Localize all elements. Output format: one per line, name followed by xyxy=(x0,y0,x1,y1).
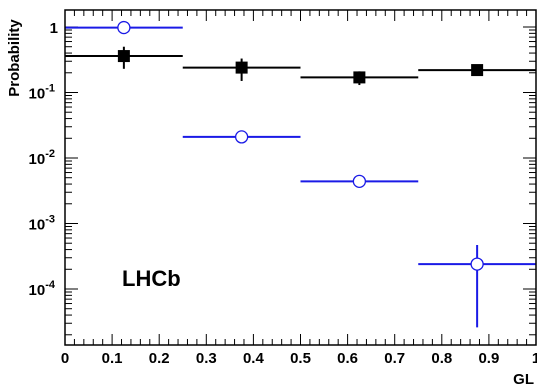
data-point-square xyxy=(235,61,248,74)
y-tick-label: 10-2 xyxy=(29,148,55,168)
data-point-square xyxy=(471,64,484,77)
x-tick-label: 0.3 xyxy=(196,350,217,367)
x-tick-label: 0.1 xyxy=(102,350,123,367)
x-tick-label: 0.2 xyxy=(149,350,170,367)
x-tick-label: 0.7 xyxy=(384,350,405,367)
x-axis-label: GL xyxy=(513,371,534,388)
data-point-circle xyxy=(234,130,249,144)
x-tick-label: 0.5 xyxy=(290,350,311,367)
x-tick-label: 1 xyxy=(532,350,537,367)
y-tick-label: 10-4 xyxy=(29,279,56,299)
y-axis-label: Probability xyxy=(6,19,23,97)
x-tick-label: 0.8 xyxy=(431,350,452,367)
y-tick-label: 10-3 xyxy=(29,214,55,234)
plot-frame xyxy=(64,9,537,346)
y-tick-label: 10-1 xyxy=(29,83,55,103)
axis-ticks xyxy=(64,10,537,345)
x-tick-label: 0.6 xyxy=(337,350,358,367)
x-tick-label: 0.9 xyxy=(478,350,499,367)
x-tick-label: 0 xyxy=(61,350,69,367)
tick-labels: 0 0.1 0.2 0.3 0.4 0.5 0.6 0.7 0.8 0.9 1 1 10-1 10-2 10… xyxy=(29,20,537,367)
data-point-circle xyxy=(117,20,131,35)
x-tick-label: 0.4 xyxy=(243,350,265,367)
data-point-circle xyxy=(470,257,484,271)
lhcb-label: LHCb xyxy=(122,266,181,291)
data-point-circle xyxy=(352,174,367,189)
data-markers xyxy=(65,20,536,328)
data-point-square xyxy=(353,71,366,84)
y-tick-label: 1 xyxy=(50,20,58,37)
data-point-square xyxy=(117,50,130,63)
